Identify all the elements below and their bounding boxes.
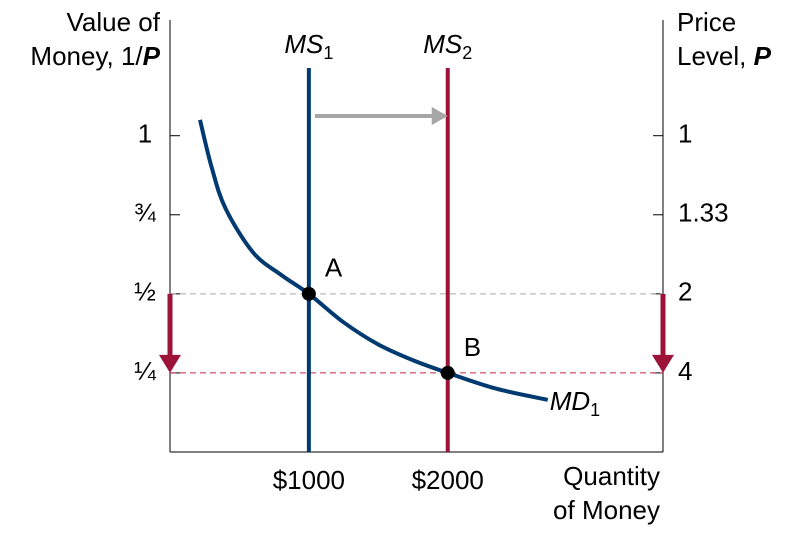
value-drop-arrow-head [159, 354, 181, 373]
series-label-sub: 1 [590, 400, 600, 420]
demand-curve [198, 119, 549, 402]
point-label: B [464, 332, 481, 362]
y2-axis-title: Price [677, 7, 736, 37]
x-axis-title: of Money [553, 495, 660, 525]
shift-arrow-head [431, 107, 448, 125]
series-label: MD1 [550, 386, 600, 420]
x-axis-title: Quantity [563, 461, 660, 491]
y2-tick-label: 2 [678, 277, 692, 307]
y-axis-title: Value of [67, 7, 161, 37]
series-label: MS2 [423, 29, 472, 63]
y-axis-title: Money, 1/P [30, 41, 160, 71]
axis-title-line: Money, 1/ [30, 41, 143, 71]
y2-tick-label: 1.33 [678, 198, 729, 228]
x-tick-label: $2000 [412, 465, 484, 495]
series-label-main: MD [550, 386, 590, 416]
axis-title-symbol: P [754, 41, 772, 71]
equilibrium-point [301, 286, 316, 301]
y-tick-label: ¾ [134, 198, 156, 228]
equilibrium-point [440, 365, 455, 380]
axis-title-line: Value of [67, 7, 161, 37]
y2-axis-title: Level, P [677, 41, 772, 71]
y2-tick-label: 4 [678, 356, 692, 386]
x-tick-label: $1000 [273, 465, 345, 495]
y-tick-label: ¼ [134, 356, 156, 386]
series-label-main: MS [423, 29, 463, 59]
series-label: MS1 [284, 29, 333, 63]
axis-title-line: Level, [677, 41, 754, 71]
y-tick-label: 1 [138, 119, 152, 149]
series-label-sub: 1 [323, 43, 333, 63]
point-label: A [325, 253, 343, 283]
y2-tick-label: 1 [678, 119, 692, 149]
value-drop-arrow-head [652, 354, 674, 373]
y-tick-label: ½ [134, 277, 156, 307]
series-label-main: MS [284, 29, 324, 59]
axis-title-line: Price [677, 7, 736, 37]
series-label-sub: 2 [462, 43, 472, 63]
axis-title-symbol: P [143, 41, 161, 71]
